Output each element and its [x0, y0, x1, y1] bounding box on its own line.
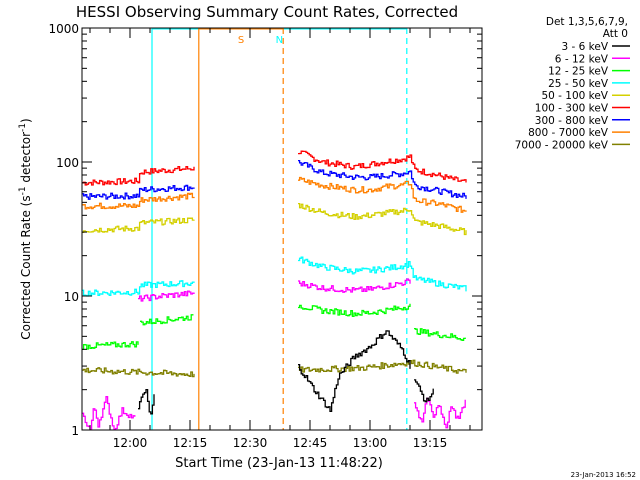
- series-6-12-kev-segment: [138, 290, 195, 302]
- legend-header-line: Det 1,3,5,6,7,9,: [546, 16, 628, 28]
- legend-label-100-300-kev: 100 - 300 keV: [535, 103, 609, 115]
- attenuator-markers: [151, 28, 408, 430]
- series-12-25-kev-segment: [82, 341, 139, 351]
- y-axis: 1 10 100 1000: [48, 22, 482, 438]
- y-tick-label: 100: [56, 156, 79, 170]
- y-axis-label-sup2: -1: [18, 123, 28, 132]
- y-axis-label-mid: detector: [19, 132, 33, 187]
- series-6-12-kev-segment: [82, 396, 136, 430]
- series-12-25-kev-segment: [414, 327, 466, 342]
- legend-label-800-7000-kev: 800 - 7000 keV: [528, 127, 609, 139]
- plot-frame: [81, 27, 483, 431]
- y-axis-label-sup1: -1: [18, 186, 28, 195]
- series-7000-20000-kev-segment: [298, 359, 467, 374]
- y-axis-label-end: ): [19, 118, 33, 123]
- series-3-6-kev-segment: [138, 388, 155, 415]
- series-3-6-kev-segment: [414, 379, 434, 403]
- series-25-50-kev-segment: [82, 280, 195, 297]
- legend-label-6-12-kev: 6 - 12 keV: [555, 53, 609, 65]
- series-6-12-kev-segment: [414, 397, 466, 429]
- legend-header-line: Att 0: [603, 28, 628, 40]
- series-800-7000-kev-segment: [298, 176, 467, 213]
- y-tick-label: 1: [71, 424, 79, 438]
- legend-label-3-6-kev: 3 - 6 keV: [561, 41, 608, 53]
- marker-s-label: S: [238, 35, 244, 46]
- x-tick-label: 13:15: [413, 436, 448, 450]
- series-7000-20000-kev-segment: [82, 367, 195, 378]
- y-tick-label: 1000: [48, 22, 79, 36]
- y-axis-label-main: Corrected Count Rate (s: [19, 195, 33, 339]
- marker-n-label: N: [276, 35, 283, 46]
- series-12-25-kev-segment: [298, 303, 411, 318]
- marker-labels: NS: [238, 35, 283, 46]
- x-tick-label: 12:15: [173, 436, 208, 450]
- series-3-6-kev-segment: [298, 330, 411, 413]
- series-300-800-kev-segment: [298, 159, 467, 199]
- chart-title: HESSI Observing Summary Count Rates, Cor…: [76, 3, 458, 21]
- x-axis: 12:00 12:15 12:30 12:45 13:00 13:15: [89, 28, 471, 450]
- legend-label-7000-20000-kev: 7000 - 20000 keV: [515, 139, 609, 151]
- legend-label-50-100-kev: 50 - 100 keV: [541, 90, 608, 102]
- legend-label-300-800-kev: 300 - 800 keV: [535, 115, 609, 127]
- x-tick-label: 13:00: [353, 436, 388, 450]
- series-800-7000-kev-segment: [82, 192, 195, 210]
- legend-label-25-50-kev: 25 - 50 keV: [548, 78, 609, 90]
- series-group: [82, 150, 467, 430]
- series-100-300-kev-segment: [298, 150, 467, 183]
- series-50-100-kev-segment: [298, 202, 467, 236]
- series-300-800-kev-segment: [82, 184, 195, 200]
- legend-label-12-25-kev: 12 - 25 keV: [548, 66, 609, 78]
- series-25-50-kev-segment: [298, 256, 467, 292]
- y-axis-label: Corrected Count Rate (s-1 detector-1): [18, 118, 33, 339]
- series-12-25-kev-segment: [140, 314, 194, 326]
- x-axis-label: Start Time (23-Jan-13 11:48:22): [175, 456, 383, 471]
- x-tick-label: 12:45: [293, 436, 328, 450]
- series-100-300-kev-segment: [82, 165, 195, 186]
- timestamp: 23-Jan-2013 16:52: [571, 471, 636, 479]
- x-tick-label: 12:30: [233, 436, 268, 450]
- y-tick-label: 10: [64, 290, 79, 304]
- series-6-12-kev-segment: [298, 278, 411, 293]
- series-50-100-kev-segment: [82, 217, 195, 233]
- x-tick-label: 12:00: [113, 436, 148, 450]
